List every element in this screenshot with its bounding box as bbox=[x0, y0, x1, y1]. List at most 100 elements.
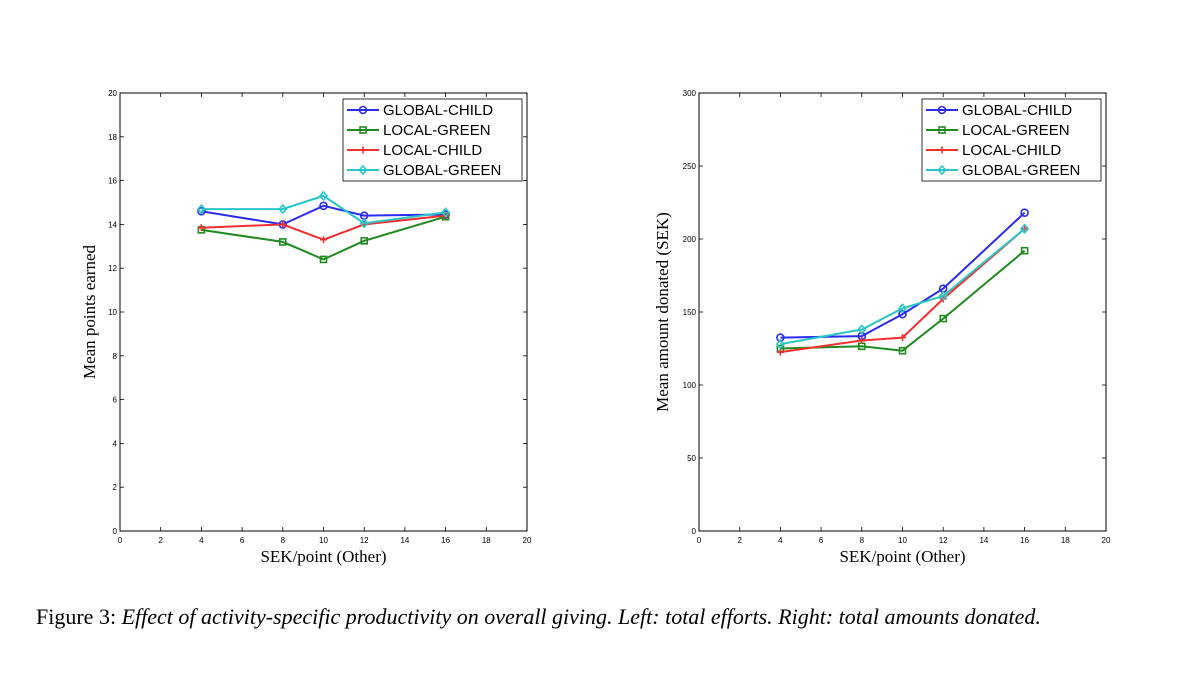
series-global-green bbox=[196, 190, 451, 229]
y-tick-label: 200 bbox=[683, 235, 697, 244]
x-tick-label: 16 bbox=[1020, 536, 1029, 545]
x-axis-label: SEK/point (Other) bbox=[260, 547, 386, 566]
legend-label-global-child: GLOBAL-CHILD bbox=[383, 102, 493, 119]
data-point-local-child bbox=[776, 348, 784, 356]
y-tick-label: 20 bbox=[108, 89, 117, 98]
y-tick-label: 0 bbox=[692, 527, 697, 536]
x-tick-label: 12 bbox=[360, 536, 369, 545]
x-tick-label: 0 bbox=[118, 536, 123, 545]
y-tick-label: 2 bbox=[113, 483, 118, 492]
x-tick-label: 2 bbox=[158, 536, 163, 545]
data-point-local-green bbox=[939, 314, 948, 323]
data-point-global-green bbox=[359, 218, 369, 229]
legend-label-local-child: LOCAL-CHILD bbox=[383, 142, 482, 159]
legend-marker-local-green bbox=[938, 126, 946, 134]
data-point-global-green bbox=[897, 303, 908, 314]
data-point-local-green bbox=[278, 238, 287, 246]
caption-label: Figure 3: bbox=[36, 604, 117, 629]
legend-marker-global-child bbox=[937, 105, 947, 115]
y-tick-label: 100 bbox=[683, 381, 697, 390]
data-point-global-child bbox=[898, 309, 907, 319]
y-tick-label: 150 bbox=[683, 308, 697, 317]
y-axis-label: Mean points earned bbox=[80, 244, 99, 379]
x-tick-label: 6 bbox=[240, 536, 245, 545]
legend-box bbox=[342, 98, 523, 182]
y-tick-label: 10 bbox=[108, 308, 117, 317]
legend-marker-local-child bbox=[938, 146, 946, 154]
figure-caption: Figure 3: Effect of activity-specific pr… bbox=[36, 600, 1146, 633]
x-tick-label: 4 bbox=[778, 536, 783, 545]
data-point-global-green bbox=[938, 290, 948, 302]
data-point-local-child bbox=[899, 334, 906, 342]
legend: GLOBAL-CHILD LOCAL-GREEN LOCAL-CHILD GLOBAL… bbox=[921, 98, 1102, 182]
legend-label-local-child: LOCAL-CHILD bbox=[962, 142, 1061, 159]
chart-right: 0 2 4 6 8 10 12 14 16 18 20050100150200250300SEK/p… bbox=[653, 89, 1111, 566]
data-point-local-child bbox=[320, 236, 327, 244]
legend-label-global-green: GLOBAL-GREEN bbox=[962, 162, 1080, 179]
series-line-global-green bbox=[201, 194, 446, 225]
series-line-global-child bbox=[201, 204, 446, 226]
x-tick-label: 16 bbox=[441, 536, 450, 545]
y-tick-label: 50 bbox=[687, 454, 696, 463]
x-tick-label: 18 bbox=[482, 536, 491, 545]
legend-label-global-green: GLOBAL-GREEN bbox=[383, 162, 501, 179]
data-point-global-green bbox=[857, 324, 867, 335]
y-tick-label: 16 bbox=[108, 177, 117, 186]
chart-left: 0 2 4 6 8 10 12 14 16 18 20 0 2 4 6 8 10 12 14 16 18 20 SEK/po… bbox=[80, 89, 532, 566]
y-axis-label: Mean amount donated (SEK) bbox=[653, 212, 672, 412]
x-tick-label: 14 bbox=[979, 536, 988, 545]
data-point-global-green bbox=[441, 207, 451, 218]
x-tick-label: 10 bbox=[319, 536, 328, 545]
series-line-global-child bbox=[780, 211, 1026, 339]
data-point-global-green bbox=[278, 203, 288, 215]
data-point-local-green bbox=[898, 346, 907, 355]
legend-label-global-child: GLOBAL-CHILD bbox=[962, 102, 1072, 119]
legend-marker-local-child bbox=[359, 146, 367, 154]
data-point-local-child bbox=[279, 220, 287, 228]
legend: GLOBAL-CHILD LOCAL-GREEN LOCAL-CHILD GLOBAL… bbox=[342, 98, 523, 182]
legend-marker-local-green bbox=[359, 126, 367, 134]
y-tick-label: 18 bbox=[108, 133, 117, 142]
x-tick-label: 10 bbox=[898, 536, 907, 545]
legend-marker-global-green bbox=[358, 164, 368, 176]
x-tick-label: 8 bbox=[281, 536, 286, 545]
x-tick-label: 8 bbox=[860, 536, 865, 545]
data-point-global-green bbox=[196, 203, 206, 215]
x-tick-label: 12 bbox=[939, 536, 948, 545]
y-tick-label: 4 bbox=[113, 439, 118, 448]
legend-box bbox=[921, 98, 1102, 182]
legend-label-local-green: LOCAL-GREEN bbox=[962, 122, 1070, 139]
y-tick-label: 0 bbox=[113, 527, 118, 536]
x-tick-label: 20 bbox=[523, 536, 532, 545]
data-point-local-child bbox=[1021, 225, 1029, 233]
series-line-global-green bbox=[780, 228, 1026, 346]
x-tick-label: 4 bbox=[199, 536, 204, 545]
data-point-global-green bbox=[318, 190, 329, 202]
x-tick-label: 20 bbox=[1102, 536, 1111, 545]
y-tick-label: 6 bbox=[113, 396, 118, 405]
data-point-local-green bbox=[1020, 246, 1029, 255]
caption-text: Effect of activity-specific productivity… bbox=[121, 604, 1041, 629]
series-global-green bbox=[775, 223, 1030, 350]
x-tick-label: 18 bbox=[1061, 536, 1070, 545]
series-line-local-green bbox=[201, 215, 446, 261]
data-point-global-child bbox=[1020, 208, 1029, 218]
legend-label-local-green: LOCAL-GREEN bbox=[383, 122, 491, 139]
data-point-global-child bbox=[197, 206, 206, 216]
y-tick-label: 250 bbox=[683, 162, 697, 171]
data-point-local-green bbox=[319, 255, 328, 264]
data-point-global-green bbox=[1020, 223, 1030, 234]
data-point-global-child bbox=[319, 201, 328, 211]
series-global-child bbox=[197, 201, 450, 229]
y-tick-label: 300 bbox=[683, 89, 697, 98]
y-tick-label: 8 bbox=[113, 352, 118, 361]
data-point-local-child bbox=[197, 224, 205, 232]
y-tick-label: 14 bbox=[108, 220, 117, 229]
legend-marker-global-green bbox=[937, 164, 947, 176]
data-point-local-child bbox=[858, 336, 866, 344]
x-tick-label: 0 bbox=[697, 536, 702, 545]
figure: 0 2 4 6 8 10 12 14 16 18 2002468101214161820SEK/po… bbox=[80, 89, 1111, 566]
legend-marker-global-child bbox=[358, 105, 368, 115]
data-point-local-green bbox=[360, 237, 369, 245]
x-tick-label: 2 bbox=[737, 536, 742, 545]
